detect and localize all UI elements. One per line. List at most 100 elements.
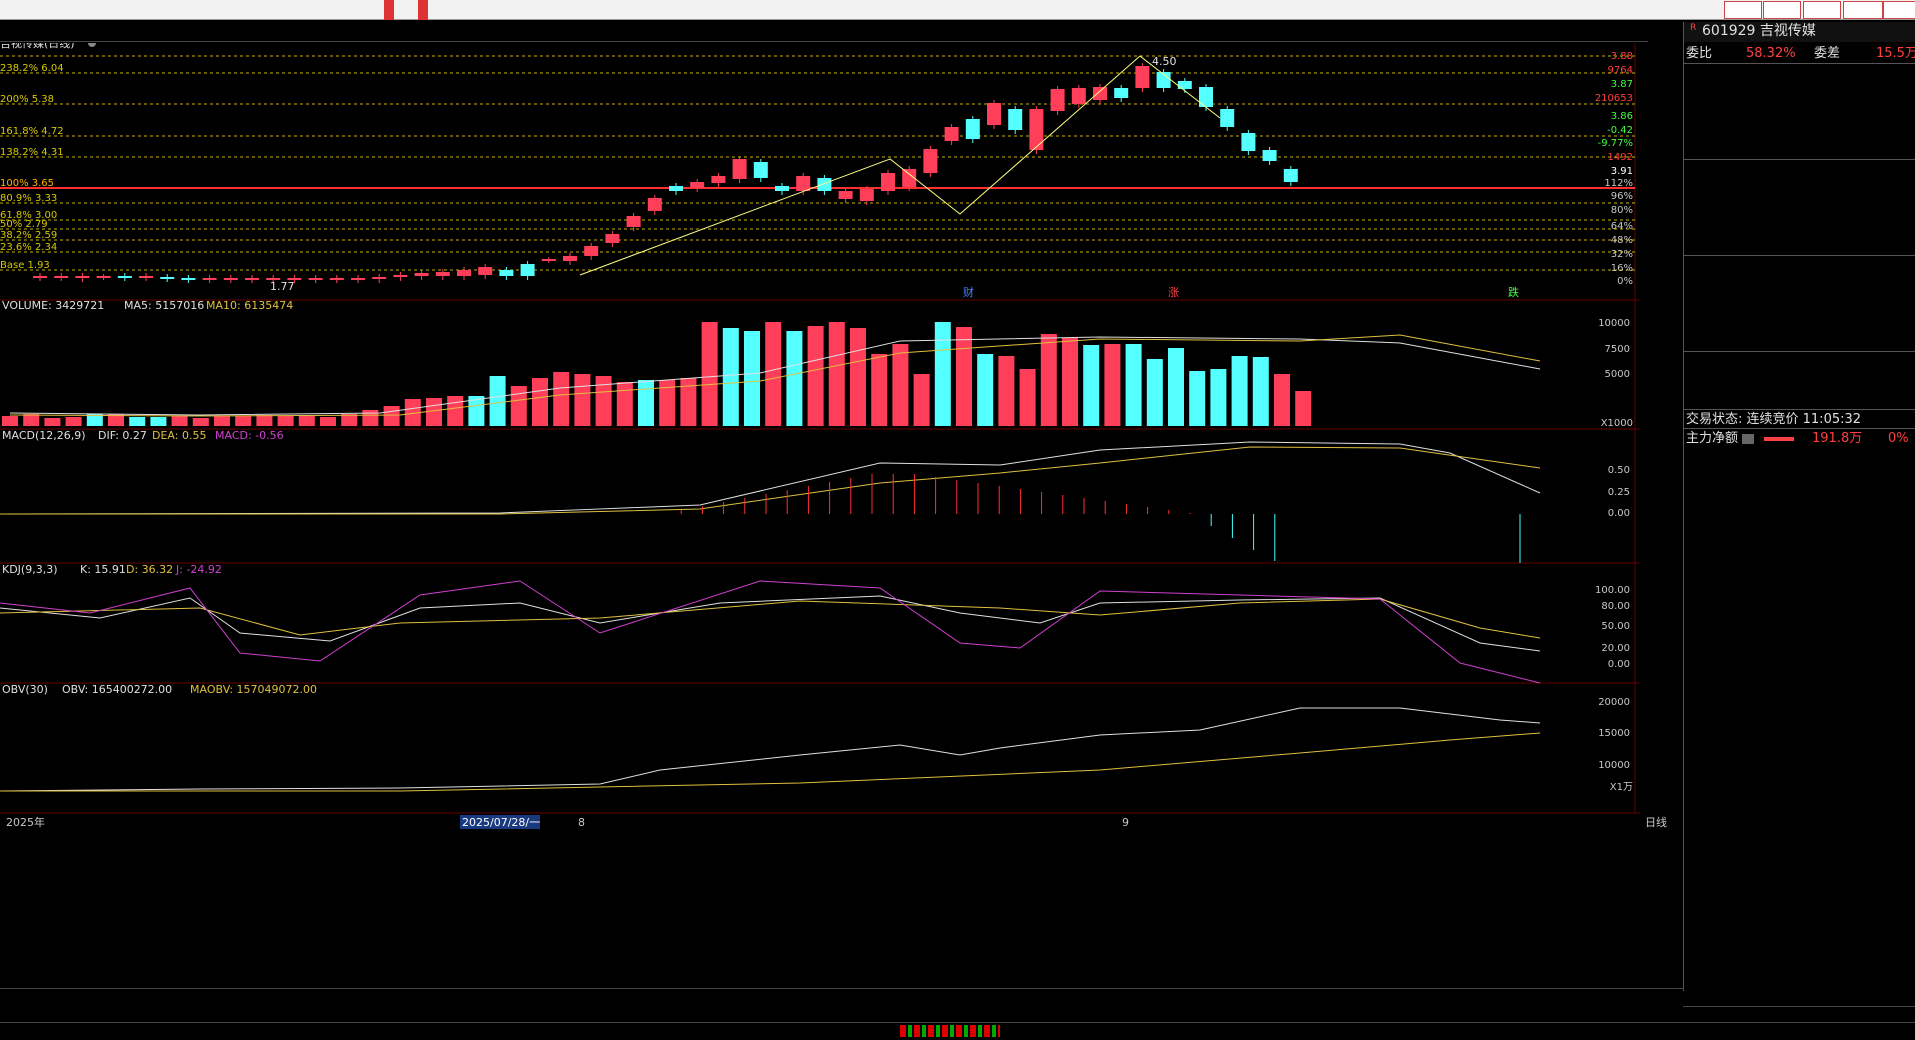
top-right-button[interactable]	[1843, 1, 1883, 19]
event-mark: 涨	[1168, 286, 1179, 299]
obv-title: OBV(30)	[2, 683, 48, 696]
candle	[478, 267, 493, 275]
stat-row	[1684, 371, 1915, 390]
price-axis-label: -0.42	[1607, 125, 1633, 136]
volume-bar	[65, 417, 82, 426]
asks-row[interactable]	[1684, 140, 1915, 159]
weibi-label: 委比	[1686, 46, 1713, 61]
top-right-button[interactable]	[1883, 1, 1915, 19]
fib-label: 138.2% 4.31	[0, 147, 64, 158]
candle	[351, 278, 365, 280]
macd-dea-line	[0, 446, 1541, 515]
price-axis-label: 32%	[1611, 249, 1633, 260]
menu-hot-item[interactable]	[418, 0, 428, 20]
tick-row	[1684, 770, 1915, 788]
price-axis-label: 9764	[1608, 65, 1633, 76]
candle	[669, 186, 683, 191]
candle	[266, 278, 281, 280]
bids-row[interactable]	[1684, 198, 1915, 217]
candle	[520, 264, 535, 276]
kdj-axis-label: 100.00	[1595, 585, 1630, 596]
candle	[1283, 169, 1298, 182]
candle	[117, 276, 132, 278]
tick-row	[1684, 538, 1915, 556]
volume-bar	[1189, 371, 1206, 426]
weibi-value: 58.32%	[1746, 46, 1796, 61]
volume-ma10-line	[9, 334, 1541, 417]
candle	[1199, 87, 1213, 107]
tick-row	[1684, 860, 1915, 878]
asks-row[interactable]	[1684, 83, 1915, 102]
candle	[33, 276, 47, 278]
candle	[711, 176, 726, 183]
tick-row	[1684, 591, 1915, 609]
flow-toggle-icon[interactable]	[1742, 434, 1754, 444]
volume-bar	[701, 322, 718, 426]
volume-bar	[277, 416, 294, 426]
volume-bar	[828, 322, 845, 426]
settings-dot-icon	[88, 43, 96, 47]
volume-bar	[404, 399, 421, 426]
candle	[732, 159, 747, 179]
price-axis-label: 3.86	[1611, 111, 1633, 122]
top-right-button[interactable]	[1763, 1, 1801, 19]
top-right-button[interactable]	[1724, 1, 1762, 19]
kline-chart-area[interactable]: 吉视传媒(日线) 238.2% 6.04 200% 5.38 161.8% 4.72 1…	[0, 43, 1667, 991]
tick-row	[1684, 824, 1915, 842]
candle	[54, 276, 69, 278]
price-axis-label: 48%	[1611, 235, 1633, 246]
asks-row[interactable]	[1684, 64, 1915, 83]
cursor-date-label: 2025/07/28/一	[462, 816, 540, 829]
tick-list[interactable]	[1684, 466, 1915, 985]
volume-bar	[1210, 369, 1227, 426]
top-right-button[interactable]	[1803, 1, 1841, 19]
kline-chart-svg[interactable]: 吉视传媒(日线) 238.2% 6.04 200% 5.38 161.8% 4.72 1…	[0, 43, 1683, 991]
asks-row[interactable]	[1684, 121, 1915, 140]
volume-bar	[108, 414, 124, 426]
candle	[1135, 66, 1150, 88]
volume-bar	[468, 396, 485, 426]
event-mark: 跌	[1508, 285, 1519, 299]
quote-bottom-tabs	[1683, 1006, 1915, 1024]
weibi-row: 委比 58.32% 委差 15.5万	[1684, 44, 1915, 63]
candle	[96, 276, 111, 278]
bids-row[interactable]	[1684, 179, 1915, 198]
volume-bar	[86, 414, 103, 426]
bids-row[interactable]	[1684, 236, 1915, 255]
asks-row[interactable]	[1684, 102, 1915, 121]
tick-row	[1684, 949, 1915, 967]
trade-status-text: 交易状态: 连续竞价 11:05:32	[1686, 412, 1862, 427]
volume-bar	[383, 406, 400, 426]
candle	[753, 162, 768, 178]
candle	[287, 278, 302, 280]
macd-axis-label: 0.00	[1608, 508, 1630, 519]
volume-title: VOLUME: 3429721	[2, 299, 104, 312]
macd-title: MACD(12,26,9)	[2, 429, 86, 442]
volume-bar	[298, 416, 315, 426]
price-axis-label: 1492	[1608, 152, 1633, 163]
volume-bar	[23, 414, 40, 426]
tick-row	[1684, 681, 1915, 699]
volume-bar	[447, 396, 464, 426]
kdj-k-line	[0, 595, 1541, 652]
tick-row	[1684, 627, 1915, 645]
stat-row	[1684, 256, 1915, 275]
menu-hot-item[interactable]	[384, 0, 394, 20]
bids-row[interactable]	[1684, 217, 1915, 236]
volume-bar	[956, 327, 972, 426]
volume-bar	[362, 410, 379, 426]
quote-header: R 601929 吉视传媒	[1684, 22, 1915, 42]
volume-bar	[765, 322, 782, 426]
main-flow-label: 主力净额	[1686, 431, 1739, 446]
fib-label: 38.2% 2.59	[0, 230, 57, 241]
candle	[457, 270, 471, 276]
stat-row	[1684, 390, 1915, 409]
volume-unit: X1000	[1601, 418, 1633, 429]
kdj-k: K: 15.91	[80, 563, 126, 576]
candle	[838, 191, 853, 199]
candle	[626, 216, 641, 227]
kdj-d-line	[0, 598, 1541, 639]
tick-row	[1684, 895, 1915, 913]
volume-bar	[722, 328, 739, 426]
bids-row[interactable]	[1684, 160, 1915, 179]
